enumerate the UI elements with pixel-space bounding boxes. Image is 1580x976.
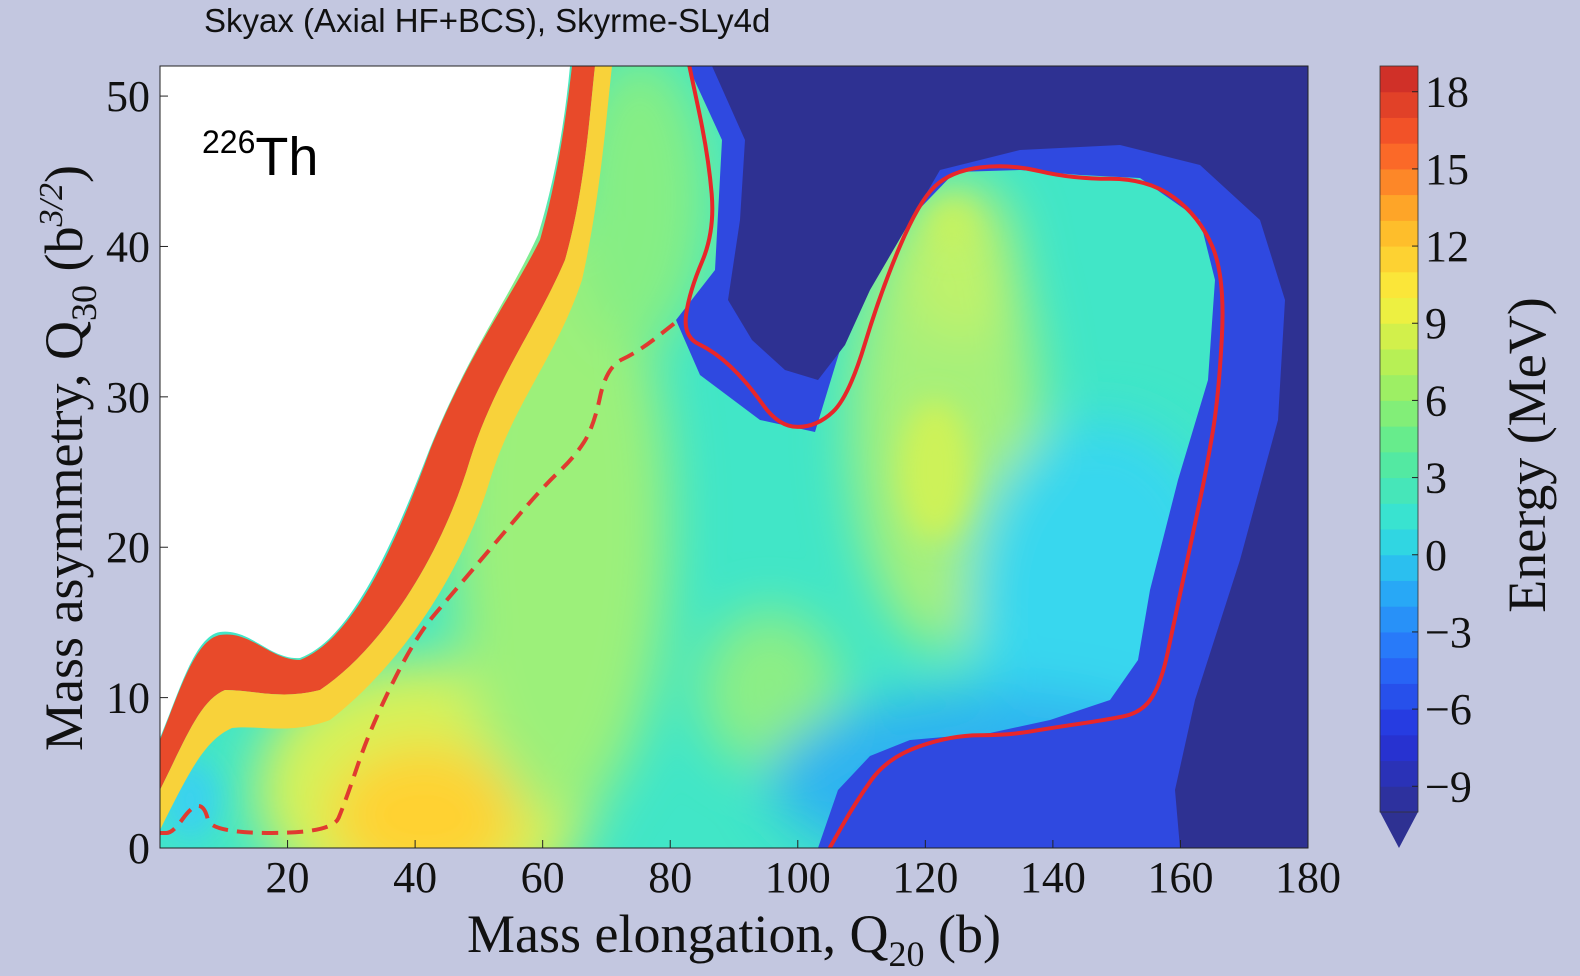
colorbar-segment: [1380, 606, 1418, 633]
fission-path: [160, 320, 678, 835]
x-tick-label: 120: [892, 853, 958, 902]
x-tick-label: 160: [1147, 853, 1213, 902]
colorbar-segment: [1380, 168, 1418, 196]
colorbar-tick-label: 6: [1425, 376, 1447, 425]
colorbar-tick-label: −3: [1425, 608, 1472, 657]
colorbar-segment: [1380, 631, 1418, 659]
colorbar-tick-label: 12: [1425, 222, 1469, 271]
y-tick-label: 40: [106, 222, 150, 271]
x-tick-label: 180: [1275, 853, 1341, 902]
y-axis-label: Mass asymmetry, Q30 (b3/2): [33, 165, 104, 751]
chart-subtitle: Skyax (Axial HF+BCS), Skyrme-SLy4d: [204, 2, 771, 39]
mass-number: 226: [202, 124, 255, 160]
colorbar-segment: [1380, 580, 1418, 607]
x-tick-label: 40: [393, 853, 437, 902]
colorbar-segment: [1380, 709, 1418, 736]
colorbar-tick-label: 9: [1425, 299, 1447, 348]
deep-low-energy-region: [712, 66, 1308, 848]
colorbar-segment: [1380, 246, 1418, 273]
colorbar-segment: [1380, 271, 1418, 299]
colorbar-segment: [1380, 220, 1418, 247]
y-tick-label: 20: [106, 523, 150, 572]
colorbar-segment: [1380, 143, 1418, 170]
colorbar-segment: [1380, 451, 1418, 479]
y-axis-ticks: 0 10 20 30 40 50: [106, 72, 168, 873]
colorbar-segment: [1380, 477, 1418, 504]
colorbar-segment: [1380, 734, 1418, 762]
x-tick-label: 20: [266, 853, 310, 902]
colorbar-ticks: 18 15 12 9 6 3 0 −3 −6 −9: [1412, 68, 1472, 811]
colorbar-tick-label: 0: [1425, 531, 1447, 580]
element-symbol: Th: [255, 127, 318, 187]
zero-energy-contour: [683, 66, 1225, 848]
colorbar-segment: [1380, 194, 1418, 221]
y-tick-label: 10: [106, 674, 150, 723]
colorbar-segment: [1380, 348, 1418, 376]
colorbar-segment: [1380, 91, 1418, 118]
colorbar-tick-label: 15: [1425, 145, 1469, 194]
x-axis-ticks: 20 40 60 80 100 120 140 160 180: [266, 840, 1341, 902]
x-axis-label: Mass elongation, Q20 (b): [467, 904, 1001, 974]
plot-frame: [159, 65, 1309, 849]
colorbar-segment: [1380, 529, 1418, 556]
colorbar-tick-label: −9: [1425, 762, 1472, 811]
colorbar-segment: [1380, 374, 1418, 401]
colorbar-segment: [1380, 400, 1418, 427]
colorbar-tick-label: −6: [1425, 685, 1472, 734]
colorbar-label: Energy (MeV): [1497, 297, 1557, 612]
x-tick-label: 80: [648, 853, 692, 902]
colorbar-segment: [1380, 323, 1418, 350]
colorbar-segment: [1380, 657, 1418, 684]
colorbar-segment: [1380, 426, 1418, 453]
colorbar-frame: [1379, 65, 1419, 813]
colorbar: [1379, 65, 1419, 848]
nucleus-label: 226Th: [202, 124, 318, 187]
x-tick-label: 60: [521, 853, 565, 902]
colorbar-segment: [1380, 760, 1418, 787]
colorbar-tick-label: 3: [1425, 454, 1447, 503]
colorbar-segment: [1380, 786, 1418, 813]
x-tick-label: 140: [1020, 853, 1086, 902]
colorbar-segment: [1380, 66, 1418, 93]
colorbar-segment: [1380, 683, 1418, 710]
colorbar-tick-label: 18: [1425, 68, 1469, 117]
colorbar-segment: [1380, 297, 1418, 324]
y-tick-label: 50: [106, 72, 150, 121]
y-tick-label: 30: [106, 373, 150, 422]
y-tick-label: 0: [128, 824, 150, 873]
x-tick-label: 100: [765, 853, 831, 902]
colorbar-extend-arrow: [1380, 812, 1418, 848]
unphysical-region: [160, 66, 570, 738]
plot-area: [160, 66, 1308, 848]
colorbar-segment: [1380, 554, 1418, 581]
colorbar-segment: [1380, 503, 1418, 530]
colorbar-segment: [1380, 117, 1418, 144]
